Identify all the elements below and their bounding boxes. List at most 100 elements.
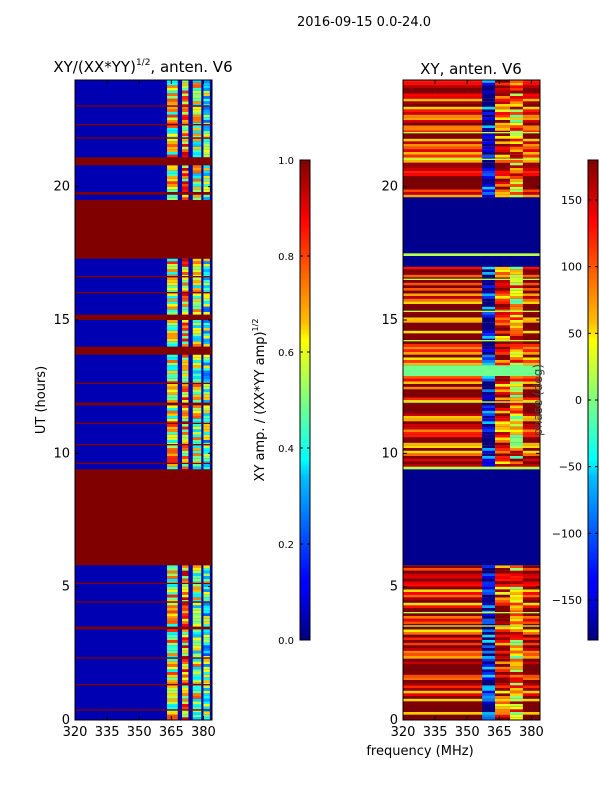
left-heatmap-cell [192,618,202,622]
right-heatmap-cell [495,690,511,694]
left-heatmap-cell [203,264,210,267]
left-heatmap-cell [203,602,210,606]
left-heatmap-cell [203,413,210,416]
left-heatmap-cell [167,320,178,323]
left-heatmap-cell [203,384,210,387]
right-heatmap-cell [510,656,523,659]
left-heatmap-row [75,276,212,278]
left-heatmap-cell [192,373,202,376]
left-heatmap-cell [203,690,210,694]
right-heatmap-cell [482,128,496,131]
right-heatmap-cell [403,138,540,142]
left-heatmap-cell [182,296,189,299]
left-heatmap-cell [182,152,189,155]
left-heatmap-cell [182,712,189,715]
right-heatmap-cell [482,322,496,326]
left-heatmap-cell [203,378,210,382]
left-heatmap-cell [182,586,189,590]
left-heatmap-cell [167,322,178,326]
left-heatmap-cell [192,285,202,288]
left-heatmap-cell [167,96,178,99]
right-heatmap-cell [495,192,511,195]
left-heatmap-cell [203,653,210,656]
right-heatmap-cell [403,450,540,454]
right-heatmap-cell [510,426,523,430]
right-heatmap-cell [510,266,523,270]
right-heatmap-cell [482,376,496,379]
right-heatmap-cell [510,101,523,104]
right-heatmap-cell [510,650,523,654]
right-heatmap-row [403,469,540,566]
left-heatmap-row [75,422,212,424]
left-heatmap-cell [203,128,210,131]
left-heatmap-cell [203,661,210,664]
left-heatmap-cell [192,146,202,150]
left-heatmap-cell [167,181,178,184]
left-heatmap-cell [192,717,202,720]
right-heatmap-cell [482,429,496,432]
right-heatmap-cell [495,101,511,104]
right-heatmap-cell [482,146,496,150]
right-heatmap-cell [482,93,496,96]
left-heatmap-cell [182,448,189,451]
right-heatmap-cell [482,288,496,291]
right-heatmap-cell [403,141,540,144]
left-heatmap-cell [192,464,202,467]
right-heatmap-cell [403,344,540,347]
right-heatmap-cell [403,677,540,680]
left-heatmap-cell [203,85,210,88]
left-heatmap-cell [192,672,202,675]
left-heatmap-cell [203,445,210,448]
right-heatmap-cell [482,570,496,574]
right-heatmap-cell [482,437,496,440]
left-heatmap-cell [192,128,202,131]
right-heatmap-cell [510,688,523,691]
left-heatmap-cell [203,325,210,328]
right-heatmap-cell [403,645,540,648]
right-heatmap-cell [482,120,496,123]
left-heatmap-cell [182,456,189,459]
right-heatmap-cell [403,101,540,104]
left-heatmap-cell [167,664,178,667]
left-heatmap-cell [192,624,202,627]
right-heatmap-cell [482,325,496,328]
right-heatmap-cell [403,133,540,136]
left-y-tick-label: 0 [62,713,70,728]
right-heatmap-cell [403,413,540,416]
right-heatmap-cell [482,581,496,584]
left-heatmap-cell [167,661,178,664]
right-heatmap-cell [510,184,523,187]
left-heatmap-cell [167,264,178,267]
left-heatmap-cell [203,261,210,264]
left-heatmap-cell [192,176,202,179]
left-heatmap-cell [167,440,178,443]
left-heatmap-cell [167,184,178,187]
left-heatmap-cell [167,610,178,614]
left-heatmap-cell [182,325,189,328]
right-heatmap-cell [495,442,511,446]
left-heatmap-cell [203,405,210,408]
right-heatmap-cell [510,584,523,587]
right-heatmap-cell [510,381,523,384]
right-heatmap-cell [482,141,496,144]
right-heatmap-cell [495,640,511,643]
left-heatmap-cell [203,392,210,395]
left-heatmap-cell [182,138,189,142]
right-heatmap-cell [482,616,496,619]
left-heatmap-cell [167,306,178,310]
left-heatmap-cell [203,704,210,707]
left-heatmap-cell [167,594,178,598]
right-heatmap-cell [510,410,523,414]
right-heatmap-cell [495,181,511,184]
left-heatmap-cell [182,194,189,198]
left-heatmap-cell [167,674,178,678]
right-heatmap-cell [482,274,496,278]
right-heatmap-cell [495,280,511,283]
left-heatmap-cell [192,397,202,400]
left-heatmap-cell [182,629,189,632]
left-heatmap-cell [203,104,210,107]
left-heatmap-cell [167,578,178,582]
left-heatmap-cell [182,434,189,438]
left-heatmap-cell [192,298,202,302]
